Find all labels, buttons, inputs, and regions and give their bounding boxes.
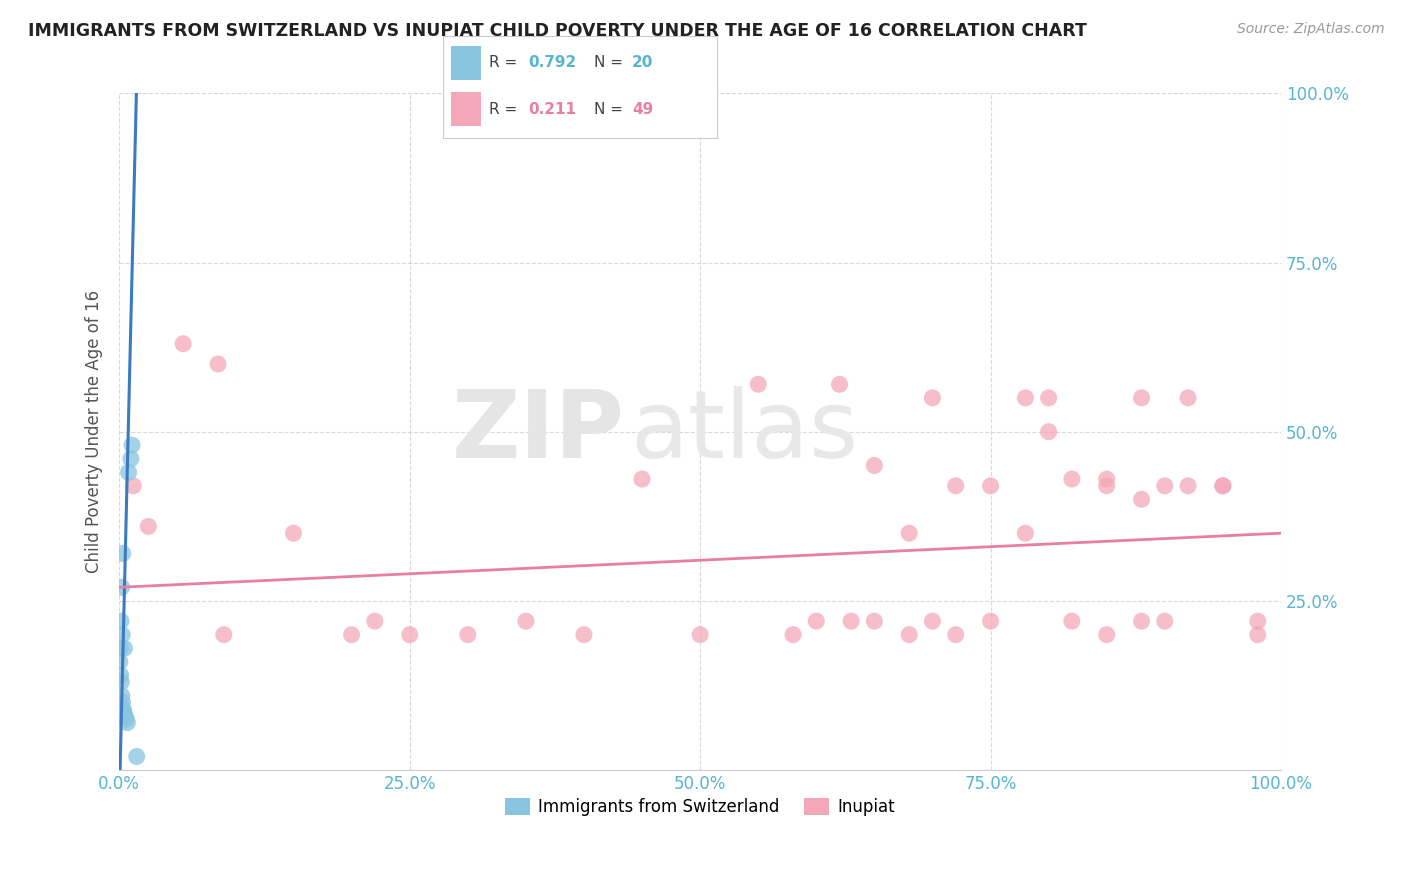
Point xyxy=(863,458,886,473)
Point xyxy=(1038,391,1060,405)
Point xyxy=(207,357,229,371)
Point xyxy=(117,715,139,730)
Point xyxy=(747,377,769,392)
Point xyxy=(114,641,136,656)
Point xyxy=(898,628,921,642)
Point xyxy=(111,628,134,642)
Point xyxy=(1177,391,1199,405)
Point xyxy=(172,336,194,351)
Point xyxy=(806,614,828,628)
Point xyxy=(1212,479,1234,493)
Point xyxy=(1095,472,1118,486)
Text: atlas: atlas xyxy=(630,385,859,478)
Point xyxy=(1130,391,1153,405)
Point xyxy=(1153,479,1175,493)
Point xyxy=(111,695,134,709)
Text: 49: 49 xyxy=(633,102,654,117)
Text: N =: N = xyxy=(593,55,627,70)
Point xyxy=(398,628,420,642)
Point xyxy=(121,438,143,452)
Point xyxy=(364,614,387,628)
Point xyxy=(863,614,886,628)
Point xyxy=(1212,479,1234,493)
Point xyxy=(980,614,1002,628)
Point xyxy=(1153,614,1175,628)
Y-axis label: Child Poverty Under the Age of 16: Child Poverty Under the Age of 16 xyxy=(86,290,103,574)
Point xyxy=(898,526,921,541)
Point xyxy=(212,628,235,642)
Point xyxy=(340,628,363,642)
Point xyxy=(1038,425,1060,439)
Point xyxy=(110,668,132,682)
Point xyxy=(828,377,851,392)
Point xyxy=(283,526,305,541)
Point xyxy=(980,479,1002,493)
Point xyxy=(921,614,943,628)
Point xyxy=(136,519,159,533)
Point xyxy=(112,702,135,716)
FancyBboxPatch shape xyxy=(451,92,481,126)
Point xyxy=(120,451,142,466)
Point xyxy=(515,614,537,628)
Point xyxy=(125,749,148,764)
Point xyxy=(1095,628,1118,642)
Legend: Immigrants from Switzerland, Inupiat: Immigrants from Switzerland, Inupiat xyxy=(498,791,903,822)
Text: ZIP: ZIP xyxy=(451,385,624,478)
Text: N =: N = xyxy=(593,102,627,117)
Point xyxy=(110,675,132,690)
Point xyxy=(1130,492,1153,507)
Point xyxy=(1177,479,1199,493)
Point xyxy=(457,628,479,642)
Point xyxy=(110,641,132,656)
Point xyxy=(689,628,711,642)
Text: IMMIGRANTS FROM SWITZERLAND VS INUPIAT CHILD POVERTY UNDER THE AGE OF 16 CORRELA: IMMIGRANTS FROM SWITZERLAND VS INUPIAT C… xyxy=(28,22,1087,40)
Point xyxy=(572,628,595,642)
Point xyxy=(111,546,134,560)
Point xyxy=(122,479,145,493)
Point xyxy=(1060,472,1083,486)
Text: 20: 20 xyxy=(633,55,654,70)
Point xyxy=(1060,614,1083,628)
Text: 0.211: 0.211 xyxy=(527,102,576,117)
Point xyxy=(110,614,132,628)
Point xyxy=(111,689,134,703)
Point xyxy=(115,712,138,726)
Point xyxy=(1095,479,1118,493)
Point xyxy=(108,655,131,669)
Point xyxy=(1014,526,1036,541)
Point xyxy=(114,709,136,723)
Point xyxy=(1247,628,1270,642)
FancyBboxPatch shape xyxy=(451,46,481,79)
Text: Source: ZipAtlas.com: Source: ZipAtlas.com xyxy=(1237,22,1385,37)
Point xyxy=(945,479,967,493)
Text: R =: R = xyxy=(489,55,523,70)
Text: R =: R = xyxy=(489,102,523,117)
Point xyxy=(839,614,862,628)
Point xyxy=(1014,391,1036,405)
Point xyxy=(631,472,654,486)
Point xyxy=(1247,614,1270,628)
Point xyxy=(782,628,804,642)
Point xyxy=(921,391,943,405)
Point xyxy=(110,580,132,594)
Point xyxy=(945,628,967,642)
Point xyxy=(112,706,135,720)
Point xyxy=(1130,614,1153,628)
Text: 0.792: 0.792 xyxy=(527,55,576,70)
Point xyxy=(117,465,139,479)
